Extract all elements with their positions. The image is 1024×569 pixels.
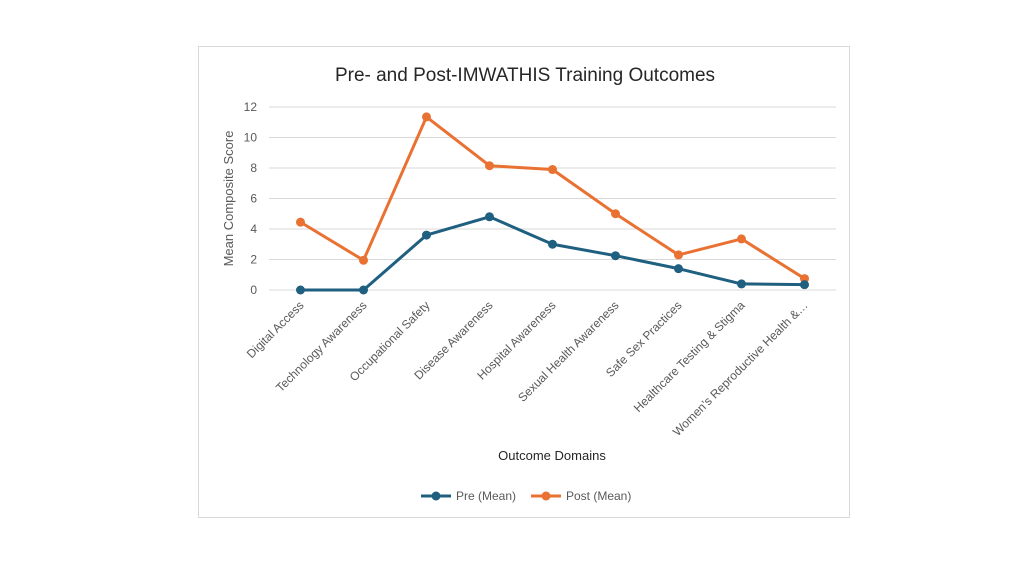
data-point [359,255,368,265]
legend-item-pre: Pre (Mean) [421,489,516,503]
data-point [422,230,431,240]
gridlines [269,106,836,291]
data-point [485,212,494,222]
data-point [296,285,305,295]
chart-title: Pre- and Post-IMWATHIS Training Outcomes [335,65,715,86]
data-point [737,234,746,244]
x-tick-label: Digital Access [244,298,307,361]
y-tick-label: 2 [250,253,257,267]
legend-item-post: Post (Mean) [531,489,631,503]
data-point [485,161,494,171]
data-point [548,239,557,249]
data-point [611,251,620,261]
legend: Pre (Mean) Post (Mean) [421,489,631,503]
series-post [296,112,809,284]
x-axis-title: Outcome Domains [498,448,606,463]
data-point [296,217,305,227]
data-point [674,264,683,274]
data-point [548,165,557,175]
x-tick-label: Healthcare Testing & Stigma [631,298,748,415]
y-tick-label: 0 [250,283,257,297]
data-point [800,280,809,290]
y-tick-label: 4 [250,222,257,236]
x-tick-label: Sexual Health Awareness [515,298,621,404]
data-point [737,279,746,289]
data-point [674,250,683,260]
y-tick-label: 6 [250,192,257,206]
y-tick-label: 12 [244,100,258,114]
legend-swatch-marker [541,491,551,501]
legend-label: Pre (Mean) [456,489,516,503]
series-lines [296,112,809,295]
chart-frame: Pre- and Post-IMWATHIS Training Outcomes… [198,46,850,518]
y-tick-label: 8 [250,161,257,175]
y-axis-ticks: 0 2 4 6 8 10 12 [244,100,258,297]
series-pre [296,212,809,295]
y-tick-label: 10 [244,131,258,145]
legend-label: Post (Mean) [566,489,631,503]
series-line [299,115,806,281]
y-axis-title: Mean Composite Score [221,131,236,267]
data-point [611,209,620,219]
data-point [422,112,431,122]
data-point [359,285,368,295]
x-tick-label: Women’s Reproductive Health &… [670,298,811,439]
legend-swatch-marker [431,491,441,501]
line-chart: Pre- and Post-IMWATHIS Training Outcomes… [221,65,836,503]
series-line [299,215,806,292]
